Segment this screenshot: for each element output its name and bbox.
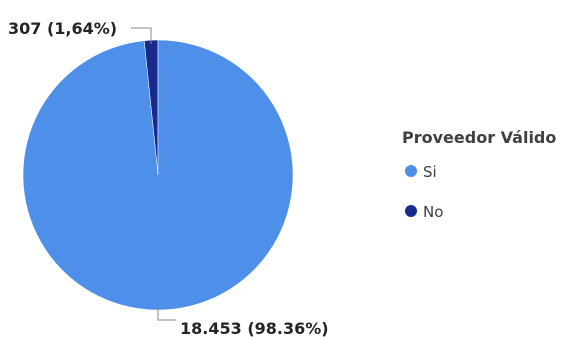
pie-slice-si[interactable]	[22, 39, 294, 311]
legend-label-no: No	[423, 203, 443, 221]
legend-marker-si	[405, 165, 417, 177]
data-label-si: 18.453 (98.36%)	[180, 319, 329, 337]
pie-slices	[22, 39, 294, 311]
data-label-no: 307 (1,64%)	[8, 19, 117, 38]
data-labels: 307 (1,64%) 18.453 (98.36%)	[8, 19, 329, 337]
leader-line-si	[157, 306, 176, 321]
legend: Proveedor Válido Si No	[402, 128, 556, 221]
legend-title: Proveedor Válido	[402, 128, 556, 147]
legend-marker-no	[405, 205, 417, 217]
legend-item-si[interactable]: Si	[405, 163, 437, 181]
leader-line-no	[131, 27, 152, 44]
legend-item-no[interactable]: No	[405, 203, 443, 221]
legend-label-si: Si	[423, 163, 437, 181]
